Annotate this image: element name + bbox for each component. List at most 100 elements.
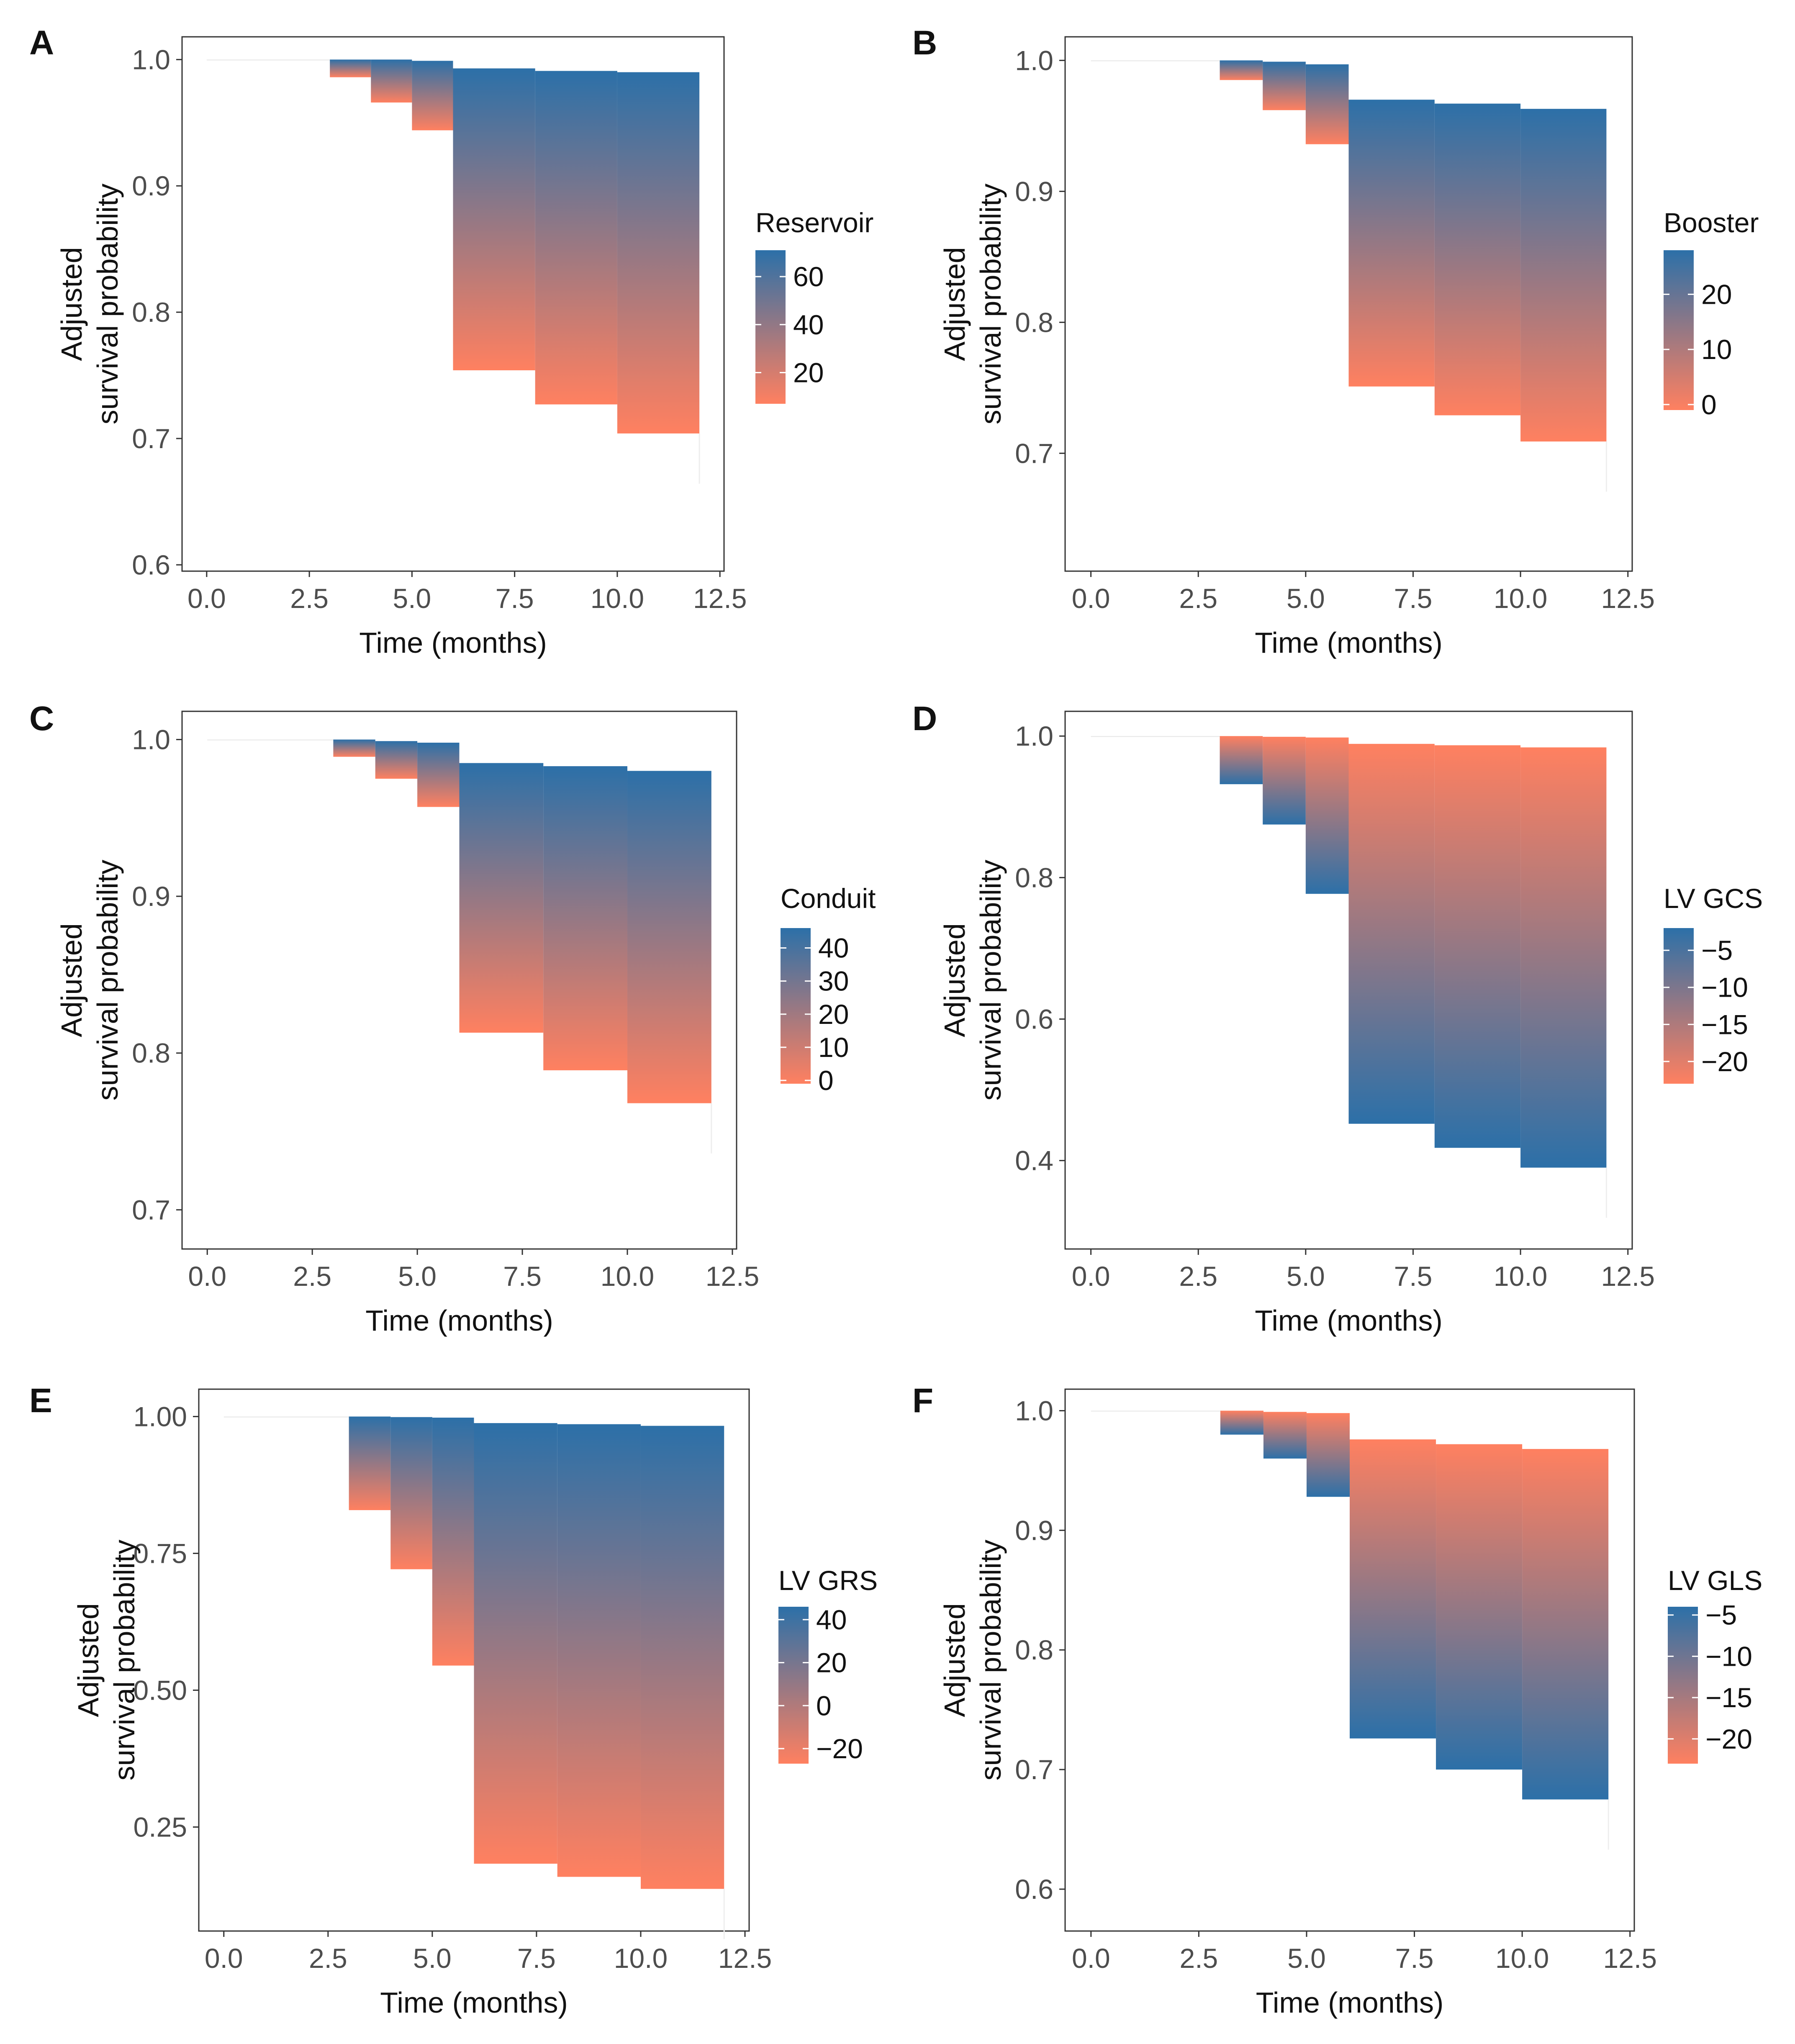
legend-tick-label: 0	[1701, 389, 1717, 420]
x-tick-label: 12.5	[1601, 1261, 1655, 1292]
y-axis-title: Adjusted survival probability	[938, 860, 1007, 1101]
x-tick-label: 5.0	[1287, 1261, 1325, 1292]
legend-tick-label: 0	[816, 1690, 832, 1721]
x-tick-label: 5.0	[393, 583, 431, 614]
x-tick-label: 5.0	[413, 1943, 452, 1974]
panel-letter: F	[912, 1382, 933, 1420]
x-tick-label: 2.5	[1179, 1261, 1217, 1292]
legend-tick-label: 0	[818, 1065, 834, 1096]
survival-band-interval-3	[390, 1417, 432, 1570]
x-tick-label: 7.5	[1394, 583, 1433, 614]
legend-tick-label: 20	[818, 999, 849, 1030]
y-tick-label: 0.9	[132, 881, 170, 912]
legend-colorbar	[781, 928, 811, 1084]
y-tick-label: 1.00	[134, 1401, 187, 1432]
x-axis-title: Time (months)	[359, 626, 547, 659]
x-axis-title: Time (months)	[1256, 1986, 1444, 2019]
legend-tick-label: 10	[818, 1032, 849, 1063]
legend-tick-label: 40	[793, 309, 824, 340]
y-tick-label: 0.8	[1015, 862, 1053, 893]
panel-f: F 1.0 0.9 0.8 0.7 0.6 0.0 2.5 5.0 7.5 10.0 12.5 Time…	[912, 1382, 1762, 2019]
panel-e: E 1.00 0.75 0.50 0.25 0.0 2.5 5.0 7.5 10.0 12.5 Tim…	[29, 1382, 878, 2019]
y-axis-title: Adjusted survival probability	[938, 1540, 1007, 1781]
survival-band-interval-4	[432, 1418, 474, 1666]
survival-band-interval-3	[375, 741, 418, 779]
x-tick-label: 10.0	[1495, 1943, 1549, 1974]
x-tick-label: 12.5	[1601, 583, 1655, 614]
x-tick-label: 0.0	[1072, 1261, 1110, 1292]
y-tick-label: 0.8	[132, 297, 170, 328]
panel-letter: B	[912, 24, 937, 62]
x-tick-label: 12.5	[693, 583, 747, 614]
x-tick-label: 0.0	[188, 1261, 226, 1292]
survival-band-interval-6	[1434, 103, 1521, 415]
x-tick-label: 10.0	[1494, 583, 1547, 614]
x-tick-label: 5.0	[398, 1261, 437, 1292]
survival-band-interval-3	[1263, 736, 1306, 825]
x-tick-label: 2.5	[309, 1943, 347, 1974]
survival-band-interval-3	[1263, 62, 1306, 110]
legend-title: LV GLS	[1668, 1565, 1762, 1596]
survival-band-interval-7	[627, 771, 711, 1103]
x-tick-label: 12.5	[1603, 1943, 1656, 1974]
legend-title: LV GRS	[778, 1565, 878, 1596]
x-tick-label: 2.5	[293, 1261, 331, 1292]
legend-tick-label: 20	[793, 357, 824, 388]
legend-title: Booster	[1664, 207, 1759, 238]
survival-band-interval-2	[333, 739, 375, 757]
legend-colorbar	[1664, 250, 1694, 410]
x-tick-label: 5.0	[1287, 1943, 1326, 1974]
y-tick-label: 0.6	[132, 549, 170, 580]
panel-letter: A	[29, 24, 54, 62]
x-tick-label: 2.5	[290, 583, 329, 614]
survival-band-interval-4	[1306, 1413, 1350, 1497]
x-tick-label: 0.0	[1072, 583, 1110, 614]
panel-c: C 1.0 0.9 0.8 0.7 0.0 2.5 5.0 7.5 10.0 12.5 Time (m…	[29, 700, 876, 1337]
survival-band-interval-1	[207, 739, 334, 741]
y-tick-label: 1.0	[132, 724, 170, 755]
legend-title: Conduit	[781, 883, 876, 914]
legend-tick-label: 30	[818, 966, 849, 997]
survival-band-interval-4	[1305, 64, 1349, 144]
y-tick-label: 1.0	[1015, 1395, 1053, 1426]
survival-band-interval-6	[535, 71, 617, 405]
panel-letter: C	[29, 700, 54, 738]
legend-tick-label: −20	[1701, 1046, 1748, 1077]
survival-band-interval-6	[543, 766, 628, 1070]
y-tick-label: 0.7	[1015, 1754, 1053, 1785]
y-tick-label: 0.7	[1015, 438, 1053, 469]
legend-tick-label: −5	[1705, 1600, 1737, 1631]
survival-band-interval-7	[1520, 747, 1607, 1168]
survival-band-interval-5	[1348, 744, 1435, 1124]
legend-tick-label: 20	[1701, 279, 1732, 310]
y-tick-label: 0.6	[1015, 1874, 1053, 1905]
y-tick-label: 0.6	[1015, 1003, 1053, 1034]
legend-tick-label: 60	[793, 261, 824, 292]
survival-band-interval-6	[1434, 745, 1521, 1148]
survival-band-interval-4	[412, 61, 453, 131]
panel-letter: E	[29, 1382, 52, 1420]
y-tick-label: 1.0	[132, 44, 170, 75]
survival-band-interval-7	[1522, 1449, 1609, 1800]
x-tick-label: 7.5	[1395, 1943, 1434, 1974]
x-tick-label: 10.0	[1494, 1261, 1547, 1292]
panel-b: B 1.0 0.9 0.8 0.7 0.0 2.5 5.0 7.5 10.0 12.5 Time (m…	[912, 24, 1759, 659]
y-tick-label: 0.8	[132, 1038, 170, 1069]
survival-band-interval-5	[1350, 1439, 1436, 1739]
x-tick-label: 12.5	[718, 1943, 772, 1974]
survival-band-interval-7	[640, 1426, 724, 1889]
x-tick-label: 5.0	[1287, 583, 1325, 614]
y-tick-label: 0.7	[132, 423, 170, 454]
legend-colorbar	[755, 250, 786, 404]
survival-band-interval-1	[1091, 60, 1220, 62]
x-tick-label: 7.5	[496, 583, 534, 614]
legend-title: LV GCS	[1664, 883, 1763, 914]
panel-d: D 1.0 0.8 0.6 0.4 0.0 2.5 5.0 7.5 10.0 12.5 Time (m…	[912, 700, 1763, 1337]
y-tick-label: 0.4	[1015, 1145, 1053, 1176]
y-tick-label: 0.8	[1015, 1634, 1053, 1665]
legend-title: Reservoir	[755, 207, 873, 238]
x-axis-title: Time (months)	[1255, 626, 1443, 659]
legend-tick-label: −10	[1701, 972, 1748, 1003]
survival-band-interval-2	[1220, 60, 1263, 80]
